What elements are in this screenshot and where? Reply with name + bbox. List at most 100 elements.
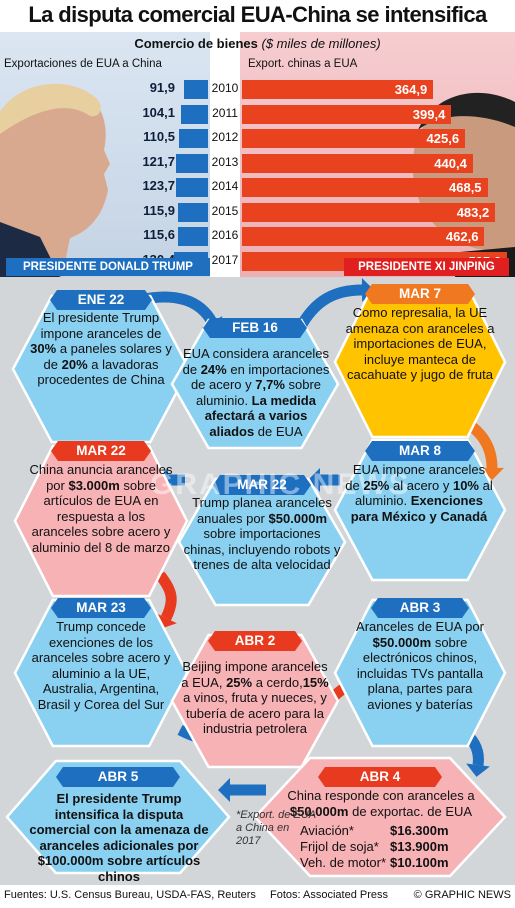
- us-export-bar: [184, 80, 208, 99]
- event-hexagon: [333, 438, 507, 582]
- event-date-bar: [51, 598, 151, 618]
- arrow-head: [218, 778, 230, 802]
- event-description: Trump planea aranceles anuales por $50.0…: [183, 495, 341, 572]
- abr4-item-name: Veh. de motor*: [300, 855, 386, 870]
- year-label: 2017: [211, 252, 239, 267]
- watermark: GRAPHIC NEWS: [150, 468, 411, 501]
- event-date-bar: [365, 441, 475, 461]
- event-date: MAR 22: [76, 443, 126, 458]
- event-hexagon: [13, 598, 189, 748]
- event-date: MAR 23: [76, 600, 126, 615]
- event-date-bar: [213, 475, 311, 495]
- trade-row: 115,6 2016 462,6: [0, 225, 515, 247]
- event-date: FEB 16: [232, 320, 278, 335]
- event-date-bar: [50, 290, 152, 310]
- trump-label: PRESIDENTE DONALD TRUMP: [6, 258, 210, 276]
- abr4-item: Aviación* $16.300m: [300, 823, 470, 839]
- event-description: Aranceles de EUA por $50.000m sobre elec…: [356, 619, 484, 712]
- us-export-value: 115,9: [143, 202, 175, 218]
- flow-arrow: [155, 571, 177, 621]
- footer-photos: Fotos: Associated Press: [270, 889, 388, 901]
- year-label: 2013: [211, 154, 239, 169]
- event-hexagon: [177, 477, 347, 607]
- china-export-value: 364,9: [394, 82, 428, 97]
- us-export-value: 115,6: [143, 227, 175, 242]
- year-label: 2010: [211, 81, 239, 95]
- abr4-item-name: Frijol de soja*: [300, 839, 379, 854]
- year-label: 2012: [211, 130, 239, 144]
- year-label: 2015: [211, 203, 239, 218]
- us-exports-header: Exportaciones de EUA a China: [4, 58, 162, 70]
- us-export-value: 110,5: [143, 129, 175, 144]
- event-description: EUA impone aranceles de 25% al acero y 1…: [345, 462, 493, 524]
- event-date-bar: [208, 631, 302, 651]
- footer-credit: © GRAPHIC NEWS: [413, 889, 511, 901]
- event-hexagon: [11, 294, 191, 444]
- china-export-bar: 462,6: [242, 227, 485, 246]
- arrow-head: [480, 467, 504, 480]
- event-description: Beijing impone aranceles a EUA, 25% a ce…: [181, 659, 329, 736]
- china-export-bar: 425,6: [242, 129, 466, 148]
- event-date-bar: [51, 441, 151, 461]
- event-date-bar: [203, 318, 307, 338]
- event-date: ABR 4: [359, 769, 401, 784]
- us-export-value: 121,7: [142, 153, 175, 169]
- us-export-bar: [180, 104, 208, 124]
- trade-row: 104,1 2011 399,4: [0, 103, 515, 125]
- china-export-value: 425,6: [426, 131, 460, 146]
- arrow-head: [466, 763, 490, 777]
- abr4-item-value: $13.900m: [390, 839, 449, 854]
- event-description: El presidente Trump impone aranceles de …: [30, 310, 172, 387]
- event-description: Trump concede exenciones de los arancele…: [31, 619, 171, 712]
- trade-row: 115,9 2015 483,2: [0, 201, 515, 223]
- flow-arrow: [295, 284, 363, 331]
- us-export-bar: [177, 202, 208, 222]
- arrow-head: [308, 468, 320, 492]
- trade-row: 110,5 2012 425,6: [0, 127, 515, 149]
- us-export-bar: [175, 178, 208, 197]
- event-hexagon: [13, 444, 189, 598]
- us-export-bar: [176, 153, 208, 173]
- event-description: El presidente Trump intensifica la dispu…: [29, 791, 209, 884]
- event-date: MAR 22: [237, 477, 287, 492]
- event-hexagon: [333, 598, 507, 748]
- china-export-value: 462,6: [445, 229, 479, 244]
- year-label: 2014: [211, 179, 239, 193]
- abr4-item-value: $10.100m: [390, 855, 449, 870]
- event-hexagon: [5, 759, 231, 875]
- abr4-item-name: Aviación*: [300, 823, 354, 838]
- us-export-value: 104,1: [142, 104, 175, 120]
- timeline-graphics: [5, 278, 507, 878]
- abr4-item-value: $16.300m: [390, 823, 449, 838]
- china-export-value: 468,5: [449, 180, 482, 195]
- event-hexagon: [170, 318, 340, 450]
- abr4-item: Frijol de soja* $13.900m: [300, 839, 470, 855]
- year-column: [210, 32, 240, 277]
- xi-label: PRESIDENTE XI JINPING: [344, 258, 509, 276]
- event-description: EUA considera aranceles de 24% en import…: [182, 346, 330, 439]
- china-export-bar: 468,5: [242, 178, 488, 197]
- event-date-bar: [56, 767, 180, 787]
- trade-row: 91,9 2010 364,9: [0, 78, 515, 100]
- event-description: China responde con aranceles a $50.000m …: [287, 788, 475, 819]
- page-title: La disputa comercial EUA-China se intens…: [28, 2, 487, 27]
- trade-header: Comercio de bienes ($ miles de millones): [134, 36, 381, 51]
- event-date-bar: [318, 767, 442, 787]
- year-label: 2016: [211, 228, 239, 242]
- china-export-bar: 440,4: [242, 153, 473, 173]
- china-export-bar: 483,2: [242, 202, 496, 222]
- event-date-bar: [365, 284, 475, 304]
- us-export-value: 91,9: [149, 80, 175, 95]
- us-export-value: 123,7: [142, 178, 175, 193]
- us-export-bar: [177, 227, 208, 246]
- abr4-item: Veh. de motor* $10.100m: [300, 855, 470, 871]
- footer-sources: Fuentes: U.S. Census Bureau, USDA-FAS, R…: [4, 889, 256, 901]
- china-export-bar: 364,9: [242, 80, 434, 99]
- event-date: ABR 5: [97, 769, 139, 784]
- event-hexagon: [253, 756, 507, 878]
- event-date: ABR 3: [399, 600, 441, 615]
- year-label: 2011: [212, 105, 238, 120]
- export-note: *Export. de EUA a China en 2017: [236, 809, 316, 847]
- trade-section: Comercio de bienes ($ miles de millones)…: [0, 32, 515, 277]
